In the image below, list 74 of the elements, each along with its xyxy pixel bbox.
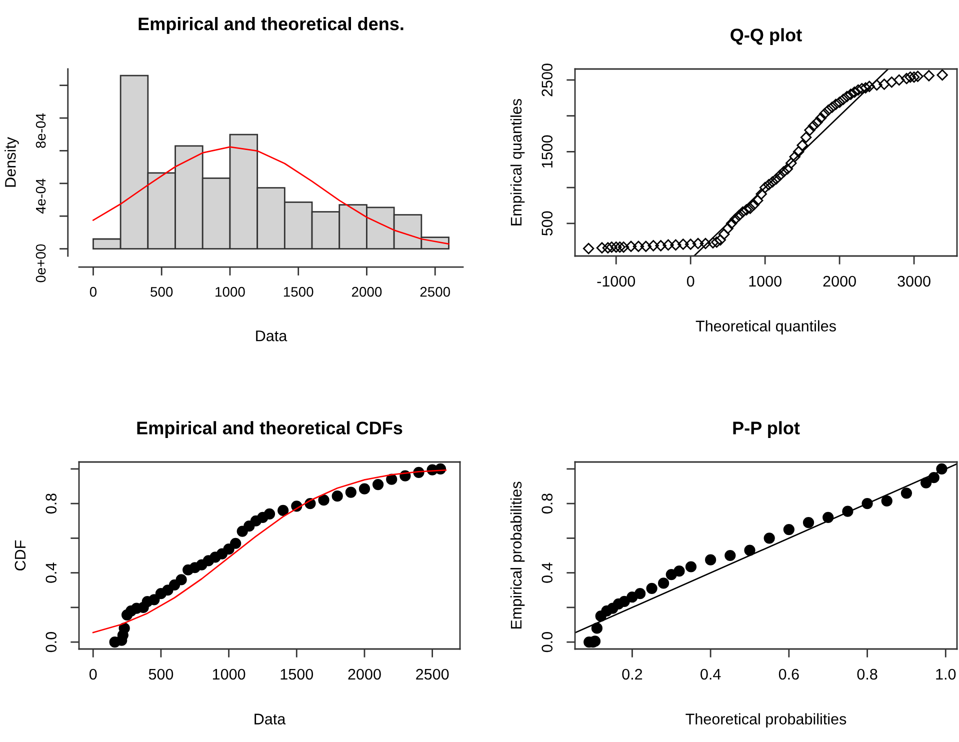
- y-tick-label: 4e-04: [36, 178, 46, 214]
- x-tick-label: 500: [150, 286, 173, 297]
- x-axis-title: Data: [256, 330, 288, 342]
- y-axis-title: Empirical quantiles: [510, 98, 525, 226]
- point: [802, 517, 814, 528]
- point: [386, 474, 398, 485]
- y-axis-title: CDF: [14, 540, 26, 570]
- point: [658, 578, 670, 589]
- y-tick-label: 0.0: [542, 632, 553, 652]
- x-tick-label: 1000: [212, 668, 246, 680]
- chart-title: P-P plot: [733, 421, 800, 438]
- y-tick-label: 0.8: [46, 494, 57, 514]
- x-tick-label: 1500: [284, 286, 314, 297]
- point: [358, 483, 370, 494]
- chart-title: Q-Q plot: [730, 28, 802, 45]
- x-tick-label: 1000: [216, 286, 245, 297]
- y-tick-label: 1500: [542, 135, 553, 168]
- y-tick-label: 0.0: [46, 632, 57, 652]
- point: [230, 538, 242, 549]
- x-axis-title: Theoretical quantiles: [696, 320, 836, 334]
- point: [118, 622, 130, 634]
- point: [634, 588, 646, 600]
- x-tick-label: 0.2: [622, 668, 642, 680]
- y-tick-label: 0e+00: [36, 244, 46, 282]
- point: [705, 554, 716, 566]
- x-tick-label: 500: [148, 668, 174, 680]
- point: [783, 524, 794, 536]
- x-axis-title: Data: [254, 714, 286, 724]
- point: [724, 550, 736, 562]
- y-axis-title: Density: [4, 137, 19, 187]
- y-tick-label: 8e-04: [36, 113, 46, 148]
- point: [278, 504, 289, 516]
- x-tick-label: 2000: [352, 286, 382, 297]
- x-tick-label: 0.6: [778, 668, 799, 680]
- point: [900, 488, 912, 499]
- x-tick-label: -1000: [597, 276, 636, 287]
- x-tick-label: 0.8: [857, 668, 878, 680]
- point: [318, 494, 330, 506]
- point: [618, 596, 630, 607]
- y-tick-label: 2500: [542, 64, 553, 96]
- point: [332, 490, 343, 502]
- y-axis-title: Empirical probabilities: [510, 482, 525, 629]
- point: [223, 544, 234, 555]
- point: [764, 532, 775, 544]
- point: [685, 561, 697, 572]
- y-tick-label: 0.8: [542, 494, 553, 514]
- y-tick-label: 500: [542, 211, 553, 236]
- y-tick-label: 0.4: [46, 562, 57, 583]
- point: [148, 594, 160, 606]
- y-tick-label: 0.4: [542, 562, 553, 583]
- x-tick-label: 2000: [348, 668, 381, 680]
- point: [345, 486, 356, 498]
- x-tick-label: 0: [90, 286, 97, 297]
- x-tick-label: 3000: [898, 276, 930, 287]
- point: [176, 574, 187, 586]
- x-tick-label: 1500: [280, 668, 314, 680]
- x-tick-label: 2000: [823, 276, 856, 287]
- point: [674, 566, 685, 577]
- x-tick-label: 0: [686, 276, 694, 287]
- chart-title: Empirical and theoretical CDFs: [137, 421, 402, 438]
- x-tick-label: 2500: [416, 668, 449, 680]
- x-tick-label: 1.0: [936, 668, 956, 680]
- point: [372, 478, 384, 490]
- chart-title: Empirical and theoretical dens.: [138, 17, 404, 34]
- x-tick-label: 0: [89, 668, 97, 680]
- point: [646, 582, 658, 594]
- x-tick-label: 2500: [420, 286, 450, 297]
- point: [744, 544, 756, 556]
- x-tick-label: 1000: [749, 276, 782, 287]
- point: [881, 495, 892, 507]
- point: [591, 622, 602, 634]
- x-axis-title: Theoretical probabilities: [686, 713, 846, 728]
- x-tick-label: 0.4: [700, 668, 721, 680]
- point: [264, 508, 276, 520]
